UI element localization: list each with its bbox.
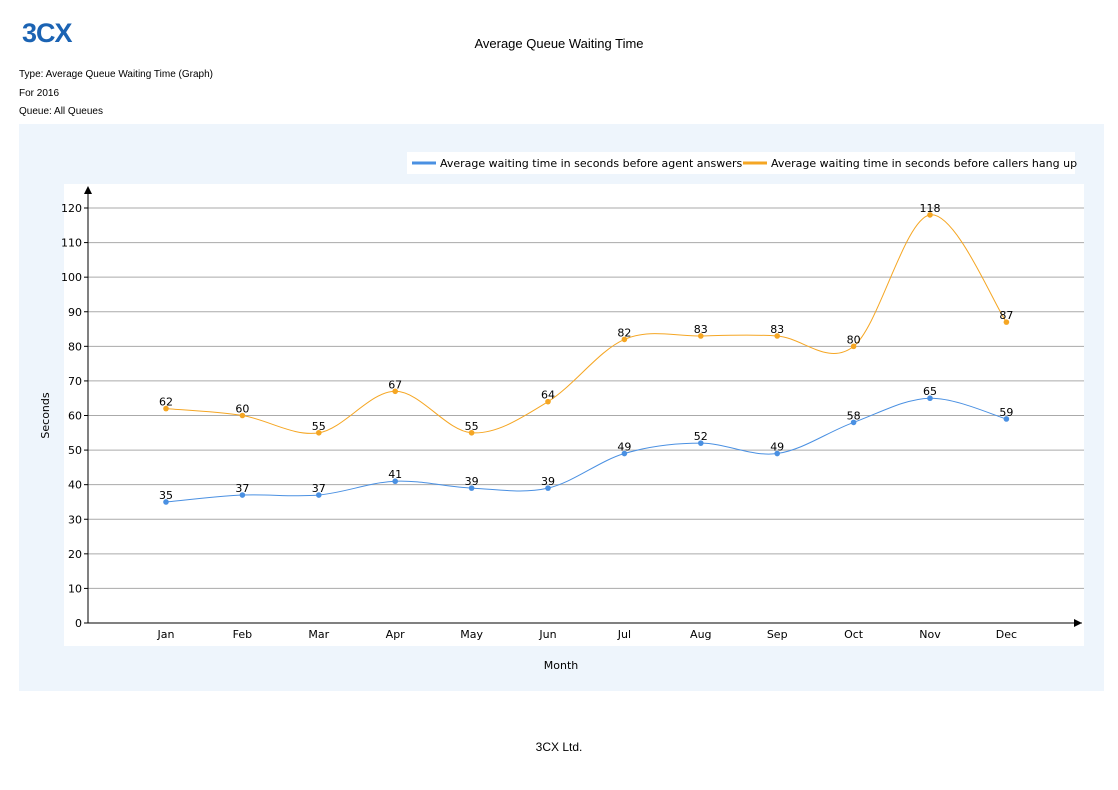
x-axis-title: Month (544, 659, 579, 672)
data-point (239, 412, 246, 419)
data-label: 58 (847, 409, 861, 422)
x-tick-label: Dec (996, 628, 1017, 641)
data-point (316, 429, 322, 436)
legend-label: Average waiting time in seconds before a… (440, 157, 743, 170)
data-point (1003, 319, 1010, 325)
x-tick-label: Mar (308, 628, 329, 641)
x-tick-label: May (460, 628, 483, 641)
data-label: 39 (465, 475, 479, 488)
y-axis-title: Seconds (39, 392, 52, 438)
footer-company: 3CX Ltd. (535, 740, 583, 754)
y-tick-label: 90 (68, 306, 82, 319)
data-point (850, 343, 857, 350)
data-label: 37 (235, 482, 249, 495)
y-tick-label: 10 (68, 582, 82, 595)
data-label: 41 (388, 468, 402, 481)
legend (407, 152, 1075, 174)
data-label: 49 (770, 441, 784, 454)
report-period: For 2016 (19, 88, 60, 99)
data-point (1003, 416, 1010, 422)
data-point (774, 333, 780, 339)
report-type: Type: Average Queue Waiting Time (Graph) (19, 69, 213, 80)
data-point (621, 336, 628, 343)
data-label: 39 (541, 475, 555, 488)
data-label: 52 (694, 430, 708, 443)
data-point (392, 388, 399, 395)
y-tick-label: 40 (68, 479, 82, 492)
report-title: Average Queue Waiting Time (474, 36, 644, 51)
data-label: 35 (159, 489, 173, 502)
data-point (316, 492, 322, 498)
y-tick-label: 80 (68, 340, 82, 353)
legend-label: Average waiting time in seconds before c… (771, 157, 1077, 170)
data-point (621, 450, 628, 457)
data-point (698, 440, 704, 446)
y-tick-label: 100 (61, 271, 82, 284)
data-label: 59 (999, 406, 1013, 419)
data-point (468, 485, 475, 491)
y-tick-label: 30 (68, 513, 82, 526)
x-tick-label: Jul (617, 628, 631, 641)
data-point (392, 478, 399, 485)
data-label: 82 (617, 326, 631, 339)
data-label: 49 (617, 441, 631, 454)
data-label: 55 (465, 420, 479, 433)
x-axis-arrow (1074, 619, 1082, 627)
data-point (850, 419, 857, 426)
data-point (545, 485, 551, 491)
x-tick-label: Oct (844, 628, 864, 641)
chart-panel: 0 10 20 30 40 50 60 70 80 90 100 110 120 Jan Feb Mar Apr… (19, 124, 1104, 691)
x-tick-label: Apr (386, 628, 406, 641)
y-tick-label: 120 (61, 202, 82, 215)
x-tick-label: Jan (157, 628, 175, 641)
data-point (239, 492, 246, 498)
data-label: 55 (312, 420, 326, 433)
data-label: 67 (388, 378, 402, 391)
data-label: 62 (159, 396, 173, 409)
x-tick-label: Jun (538, 628, 556, 641)
line-chart: 0 10 20 30 40 50 60 70 80 90 100 110 120 Jan Feb Mar Apr… (39, 152, 1084, 672)
data-point (774, 450, 780, 457)
data-point (163, 405, 169, 412)
data-point (698, 333, 704, 339)
x-tick-label: Feb (233, 628, 252, 641)
x-tick-label: Sep (767, 628, 788, 641)
data-label: 83 (770, 323, 784, 336)
y-tick-label: 20 (68, 548, 82, 561)
data-point (927, 212, 933, 218)
data-label: 80 (847, 333, 861, 346)
data-label: 64 (541, 389, 555, 402)
data-label: 37 (312, 482, 326, 495)
data-label: 83 (694, 323, 708, 336)
data-label: 65 (923, 385, 937, 398)
company-logo: 3CX (22, 18, 73, 48)
data-point (163, 499, 169, 505)
y-tick-label: 60 (68, 410, 82, 423)
data-point (468, 429, 475, 436)
data-label: 118 (920, 202, 941, 215)
y-axis-arrow (84, 186, 92, 194)
data-label: 60 (235, 403, 249, 416)
y-tick-label: 50 (68, 444, 82, 457)
data-point (927, 395, 933, 402)
series-line (165, 397, 1007, 503)
y-tick-label: 70 (68, 375, 82, 388)
x-tick-label: Nov (919, 628, 941, 641)
data-point (545, 398, 551, 405)
x-tick-label: Aug (690, 628, 711, 641)
y-tick-label: 110 (61, 237, 82, 250)
y-tick-label: 0 (75, 617, 82, 630)
data-label: 87 (999, 309, 1013, 322)
report-queue: Queue: All Queues (19, 106, 103, 117)
